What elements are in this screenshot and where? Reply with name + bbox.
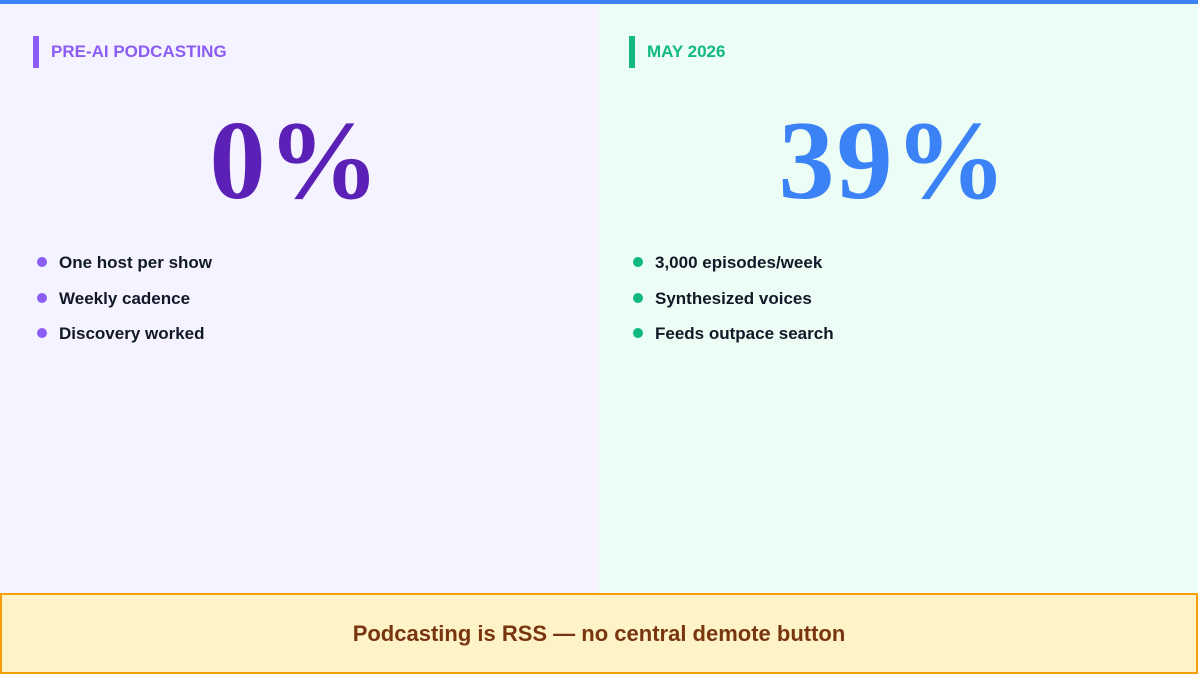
panel-label: MAY 2026 [629,36,725,68]
bullet: Weekly cadence [37,281,212,317]
bullet: Synthesized voices [633,281,834,317]
bullet-list: 3,000 episodes/week Synthesized voices F… [633,245,834,352]
footer-banner: Podcasting is RSS — no central demote bu… [0,593,1198,674]
panel-label: PRE-AI PODCASTING [33,36,227,68]
bullet: One host per show [37,245,212,281]
right-panel: MAY 2026 39% 3,000 episodes/week Synthes… [599,4,1198,593]
left-panel: PRE-AI PODCASTING 0% One host per show W… [0,4,599,593]
big-stat: 0% [209,99,382,223]
bullet: 3,000 episodes/week [633,245,834,281]
bullet: Discovery worked [37,316,212,352]
top-accent [0,0,1198,4]
bullet-list: One host per show Weekly cadence Discove… [37,245,212,352]
bullet: Feeds outpace search [633,316,834,352]
big-stat: 39% [778,99,1009,223]
